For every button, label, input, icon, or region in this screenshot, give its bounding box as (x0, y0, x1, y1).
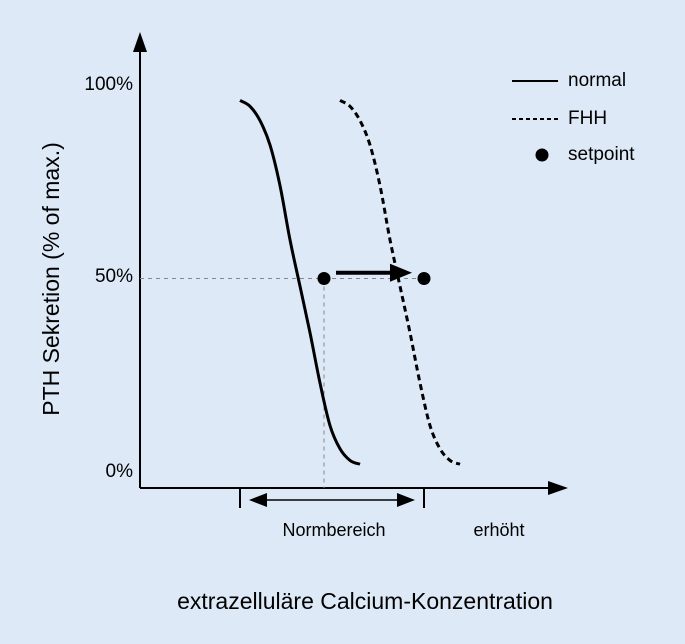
legend-normal-label: normal (568, 70, 626, 91)
legend-setpoint-label: setpoint (568, 144, 635, 165)
range-bracket (239, 488, 425, 508)
range-erhoeht-label: erhöht (473, 520, 524, 540)
x-axis-arrow (548, 481, 568, 495)
series-fhh-line (339, 99, 461, 466)
series-normal-line (239, 99, 361, 466)
legend: normal FHH setpoint (512, 70, 635, 165)
range-normbereich-label: Normbereich (282, 520, 385, 540)
legend-setpoint-swatch (535, 148, 549, 162)
setpoint-shift-arrowhead (390, 263, 412, 282)
y-axis-title: PTH Sekretion (% of max.) (38, 142, 64, 416)
range-arrowhead-right (397, 493, 415, 507)
range-arrowhead-left (249, 493, 267, 507)
y-tick-label-0: 0% (106, 461, 134, 482)
y-tick-label-50: 50% (95, 266, 133, 287)
setpoint-fhh-dot (417, 272, 431, 285)
x-axis-title: extrazelluläre Calcium-Konzentration (177, 588, 553, 614)
y-tick-label-100: 100% (84, 74, 133, 95)
y-axis-arrow (133, 32, 147, 52)
setpoint-normal-dot (317, 272, 331, 285)
legend-fhh-label: FHH (568, 108, 607, 129)
